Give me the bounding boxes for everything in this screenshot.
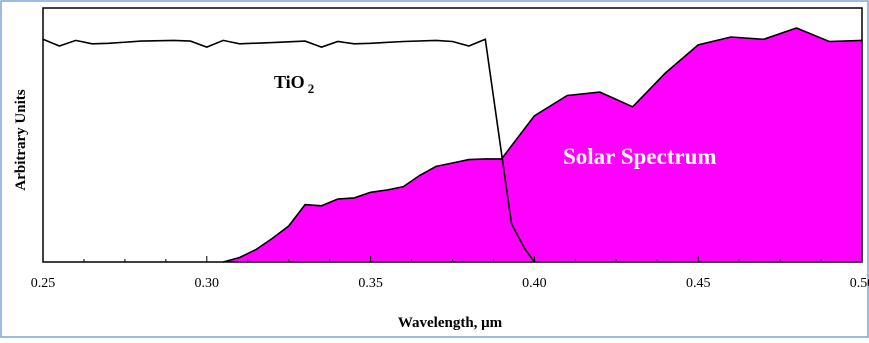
x-tick-label: 0.50: [850, 276, 869, 291]
y-axis-label: Arbitrary Units: [13, 89, 29, 190]
tio2-annotation: TiO 2: [274, 72, 314, 96]
tio2-annotation-subscript: 2: [308, 81, 315, 96]
tio2-absorption-line: [42, 38, 536, 263]
solar-spectrum-outline: [222, 27, 863, 263]
x-axis-ticks: 0.25 0.30 0.35 0.40 0.45 0.50: [31, 256, 869, 291]
plot-area: 0.25 0.30 0.35 0.40 0.45 0.50: [31, 7, 869, 291]
x-tick-label: 0.35: [358, 276, 383, 291]
x-tick-label: 0.40: [522, 276, 547, 291]
x-axis-label: Wavelength, μm: [398, 315, 503, 331]
tio2-annotation-text: TiO: [274, 72, 305, 92]
solar-spectrum-annotation: Solar Spectrum: [563, 144, 717, 169]
x-tick-label: 0.45: [686, 276, 711, 291]
x-tick-label: 0.30: [195, 276, 220, 291]
x-tick-label: 0.25: [31, 276, 56, 291]
solar-spectrum-area: [223, 28, 862, 262]
